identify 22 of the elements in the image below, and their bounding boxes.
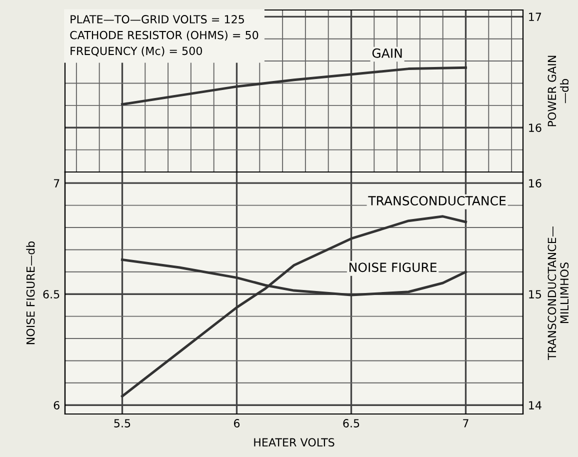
y2-tick-label: 14 — [529, 401, 542, 410]
series-label: TRANSCONDUCTANCE — [368, 196, 506, 206]
x-axis-title: HEATER VOLTS — [254, 438, 334, 447]
x-tick-label: 6 — [234, 419, 240, 428]
annotation: FREQUENCY (Mc) = 500 — [70, 46, 202, 56]
y-tick-label: 17 — [529, 12, 542, 21]
y-axis-title: POWER GAIN —db — [548, 56, 569, 126]
y-tick-label: 6.5 — [43, 290, 60, 298]
annotation: PLATE—TO—GRID VOLTS = 125 — [70, 15, 244, 24]
line-series — [121, 215, 467, 398]
series-label: NOISE FIGURE — [350, 262, 436, 272]
x-tick-label: 6.5 — [343, 419, 360, 428]
y-axis-title: NOISE FIGURE—db — [26, 241, 35, 344]
line-series — [121, 66, 467, 106]
y-tick-label: 6 — [54, 401, 60, 410]
x-tick-label: 7 — [463, 419, 468, 428]
x-tick-label: 5.5 — [114, 419, 130, 428]
annotation: CATHODE RESISTOR (OHMS) = 50 — [70, 30, 258, 41]
y2-axis-title: TRANSCONDUCTANCE— MILLIMHOS — [548, 226, 569, 360]
series-label: GAIN — [372, 48, 402, 58]
y2-tick-label: 15 — [529, 290, 542, 298]
y-tick-label: 7 — [54, 179, 60, 188]
